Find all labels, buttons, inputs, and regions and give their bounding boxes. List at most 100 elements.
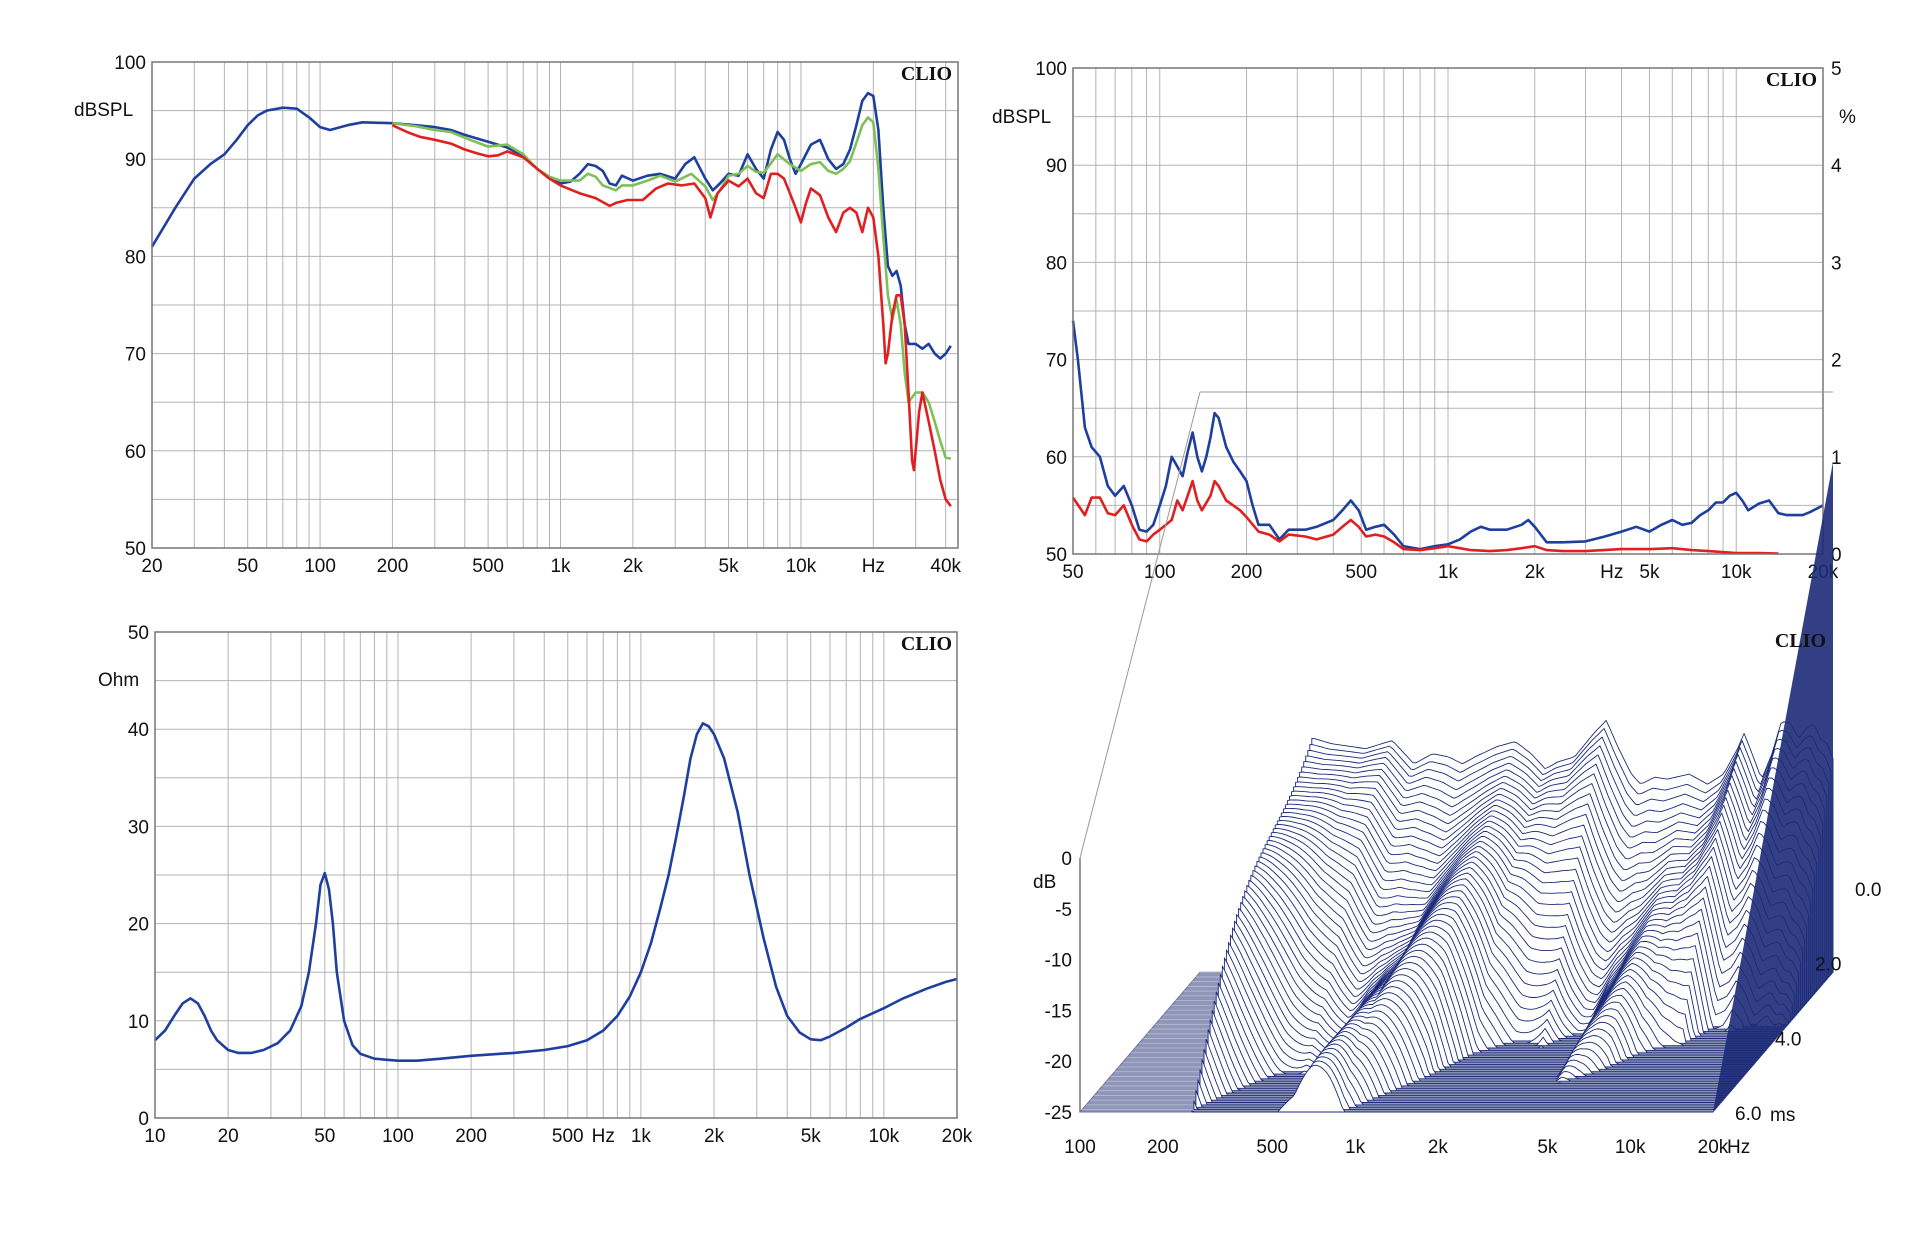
x-tick-label: Hz bbox=[862, 556, 885, 577]
time-tick-label: 4.0 bbox=[1775, 1029, 1801, 1050]
x-tick-label: 20 bbox=[141, 556, 162, 577]
impedance-series bbox=[154, 722, 958, 1062]
frequency-tick-label: 10k bbox=[1615, 1137, 1646, 1158]
waterfall-brand-label: CLIO bbox=[1775, 630, 1826, 652]
distortion-y-ticks: 50 60 70 80 90 100 bbox=[1035, 59, 1067, 566]
waterfall-depth-edge bbox=[1079, 391, 1201, 859]
frequency-tick-label: 200 bbox=[1147, 1137, 1179, 1158]
y-tick-label: 30 bbox=[128, 817, 149, 838]
waterfall-frame bbox=[1079, 391, 1833, 1112]
x-tick-label: 2k bbox=[704, 1126, 725, 1147]
time-tick-label: 2.0 bbox=[1815, 955, 1841, 976]
x-tick-label: 50 bbox=[314, 1126, 335, 1147]
spl-series bbox=[150, 91, 952, 507]
y-tick-label: 90 bbox=[125, 150, 146, 171]
impedance-plot-frame bbox=[154, 631, 958, 1119]
distortion-chart: 50 60 70 80 90 100 0 1 2 3 4 5 50 100 200 500 1k 2k Hz 5k… bbox=[992, 59, 1856, 583]
waterfall-x-unit-label: Hz bbox=[1727, 1137, 1750, 1158]
db-tick-label: -5 bbox=[1055, 900, 1072, 921]
y-tick-label: 50 bbox=[1046, 545, 1067, 566]
x-tick-label: 5k bbox=[1639, 562, 1660, 583]
x-tick-label: 1k bbox=[631, 1126, 652, 1147]
x-tick-label: 10k bbox=[869, 1126, 900, 1147]
x-tick-label: 20 bbox=[218, 1126, 239, 1147]
y2-tick-label: 1 bbox=[1831, 448, 1842, 469]
distortion-series bbox=[1071, 320, 1824, 555]
frequency-tick-label: 20k bbox=[1698, 1137, 1729, 1158]
frequency-tick-label: 500 bbox=[1256, 1137, 1288, 1158]
time-tick-label: 0.0 bbox=[1855, 880, 1881, 901]
series-line-1 bbox=[1071, 320, 1824, 551]
series-line-2 bbox=[392, 116, 952, 460]
y-tick-label: 10 bbox=[128, 1012, 149, 1033]
spl-grid bbox=[152, 62, 958, 548]
x-tick-label: 200 bbox=[1231, 562, 1263, 583]
distortion-grid bbox=[1073, 68, 1823, 554]
waterfall-slices bbox=[1191, 462, 1834, 1113]
decay-slice bbox=[1191, 1064, 1714, 1113]
y-tick-label: 80 bbox=[1046, 253, 1067, 274]
y-tick-label: 40 bbox=[128, 720, 149, 741]
impedance-y-ticks: 0 10 20 30 40 50 bbox=[128, 623, 149, 1130]
x-tick-label: 1k bbox=[1438, 562, 1459, 583]
y-tick-label: 100 bbox=[1035, 59, 1067, 80]
x-tick-label: 100 bbox=[1144, 562, 1176, 583]
x-tick-label: 200 bbox=[455, 1126, 487, 1147]
series-line-3 bbox=[391, 124, 952, 507]
spl-plot-frame bbox=[151, 61, 959, 549]
x-tick-label: 500 bbox=[1345, 562, 1377, 583]
distortion-x-ticks: 501002005001k2kHz5k10k20k bbox=[1062, 562, 1838, 583]
x-tick-label: 500 bbox=[472, 556, 504, 577]
distortion-y2-ticks: 0 1 2 3 4 5 bbox=[1831, 59, 1842, 566]
x-tick-label: 5k bbox=[719, 556, 740, 577]
y2-tick-label: 0 bbox=[1831, 545, 1842, 566]
frequency-tick-label: 1k bbox=[1345, 1137, 1366, 1158]
waterfall-time-ticks: 0.0 2.0 4.0 6.0 bbox=[1735, 880, 1881, 1125]
y-tick-label: 70 bbox=[125, 345, 146, 366]
db-tick-label: -10 bbox=[1045, 951, 1072, 972]
distortion-brand-label: CLIO bbox=[1766, 69, 1817, 91]
frequency-tick-label: 2k bbox=[1428, 1137, 1449, 1158]
series-line-1 bbox=[150, 91, 952, 360]
x-tick-label: 500 bbox=[552, 1126, 584, 1147]
x-tick-label: 20k bbox=[942, 1126, 973, 1147]
x-tick-label: 2k bbox=[623, 556, 644, 577]
waterfall-side-wall bbox=[1713, 462, 1833, 1112]
y-tick-label: 70 bbox=[1046, 351, 1067, 372]
x-tick-label: 5k bbox=[801, 1126, 822, 1147]
waterfall-chart: 0-5-10-15-20-25 100 200 500 1k 2k 5k 10k 20k 0.… bbox=[1033, 391, 1881, 1158]
y2-tick-label: 3 bbox=[1831, 253, 1842, 274]
spl-y-axis-label: dBSPL bbox=[74, 100, 133, 121]
x-tick-label: 40k bbox=[930, 556, 961, 577]
y-tick-label: 80 bbox=[125, 247, 146, 268]
distortion-plot-frame bbox=[1072, 67, 1824, 555]
y2-tick-label: 2 bbox=[1831, 351, 1842, 372]
y-tick-label: 60 bbox=[125, 442, 146, 463]
x-tick-label: 50 bbox=[1062, 562, 1083, 583]
y-tick-label: 20 bbox=[128, 915, 149, 936]
y2-tick-label: 5 bbox=[1831, 59, 1842, 80]
y-tick-label: 50 bbox=[128, 623, 149, 644]
spl-x-ticks: 20 50 100 200 500 1k 2k 5k 10k Hz 40k bbox=[141, 556, 961, 577]
waterfall-db-ticks: 0 -5 -10 -15 -20 -25 bbox=[1045, 849, 1072, 1124]
y-tick-label: 90 bbox=[1046, 156, 1067, 177]
impedance-brand-label: CLIO bbox=[901, 633, 952, 655]
db-tick-label: -20 bbox=[1045, 1052, 1072, 1073]
waterfall-frequency-ticks: 100 200 500 1k 2k 5k 10k 20k bbox=[1064, 1137, 1729, 1158]
x-tick-label: 10k bbox=[786, 556, 817, 577]
y-tick-label: 100 bbox=[114, 53, 146, 74]
series-line-2 bbox=[1071, 479, 1779, 555]
impedance-y-axis-label: Ohm bbox=[98, 670, 139, 691]
series-line-1 bbox=[154, 722, 958, 1062]
x-tick-label: 1k bbox=[550, 556, 571, 577]
x-tick-label: 200 bbox=[377, 556, 409, 577]
x-tick-label: 2k bbox=[1525, 562, 1546, 583]
x-tick-label: 10k bbox=[1721, 562, 1752, 583]
db-tick-label: -25 bbox=[1045, 1103, 1072, 1124]
x-tick-label: 10 bbox=[144, 1126, 165, 1147]
db-tick-label: 0 bbox=[1061, 849, 1072, 870]
db-tick-label: -15 bbox=[1045, 1001, 1072, 1022]
